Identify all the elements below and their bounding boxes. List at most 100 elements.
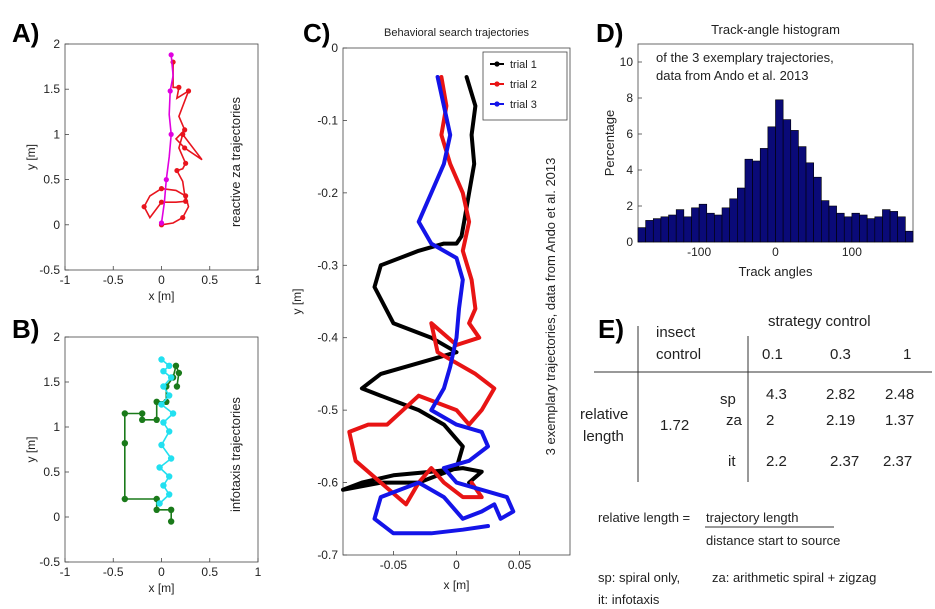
histogram-bar xyxy=(897,216,906,243)
trajectory-point xyxy=(158,401,165,408)
histogram-bar xyxy=(782,119,792,243)
trajectory-point xyxy=(166,491,173,498)
panel-label-c: C) xyxy=(303,18,330,48)
histogram-bar xyxy=(813,176,822,243)
chart-b-annotation: infotaxis trajectories xyxy=(228,397,243,512)
histogram-bar xyxy=(652,218,662,243)
chart-c-legend: trial 1 trial 2 trial 3 xyxy=(482,51,568,121)
chart-c-ytick-label: -0.7 xyxy=(317,548,338,562)
legend-it: it: infotaxis xyxy=(598,592,660,607)
trajectory-point xyxy=(185,88,192,94)
trajectory-point xyxy=(153,398,160,405)
trajectory-point xyxy=(156,464,163,471)
trajectory-point xyxy=(163,177,169,183)
trajectory-line xyxy=(160,54,174,224)
trajectory-point xyxy=(121,440,129,447)
trajectory-point xyxy=(167,455,175,462)
trajectory-point xyxy=(166,392,173,399)
cell-sp-1: 2.48 xyxy=(885,386,914,403)
trajectory-point xyxy=(180,214,186,221)
histogram-bar xyxy=(637,227,646,243)
legend-label-trial-1: trial 1 xyxy=(510,59,537,71)
chart-c-ytick-label: -0.6 xyxy=(317,476,338,490)
chart-a-xtick-label: -0.5 xyxy=(103,273,124,287)
chart-a: -1 -0.5 0 0.5 1-0.500.511.52x [m]y [m] reacti… xyxy=(24,37,262,303)
histogram-bar xyxy=(851,212,860,243)
histogram-bar xyxy=(645,220,654,243)
chart-c-xtick-label: 0.05 xyxy=(508,558,532,572)
histogram-bar xyxy=(721,207,730,243)
chart-b-ytick-label: 0 xyxy=(53,510,60,524)
chart-d-xtick-label: 0 xyxy=(772,245,779,259)
chart-d-xtick-label: -100 xyxy=(687,245,711,259)
histogram-bar xyxy=(805,162,814,243)
chart-c-ytick-label: -0.2 xyxy=(317,186,338,200)
histogram-bar xyxy=(744,158,753,243)
row-label-it: it xyxy=(728,453,736,470)
cell-za-0-3: 2.19 xyxy=(826,412,855,429)
chart-a-xtick-label: 0 xyxy=(158,273,165,287)
chart-a-ytick-label: 1 xyxy=(53,127,60,141)
chart-c-ytick-label: -0.1 xyxy=(317,113,338,127)
chart-d-annotation-line-1: of the 3 exemplary trajectories, xyxy=(656,50,834,65)
formula-lhs: relative length = xyxy=(598,510,690,525)
histogram-bar xyxy=(729,198,738,243)
histogram-bar xyxy=(660,216,669,243)
trajectory-point xyxy=(166,362,173,369)
chart-d-xlabel: Track angles xyxy=(739,264,813,279)
chart-d-annotation-line-2: data from Ando et al. 2013 xyxy=(656,68,809,83)
chart-a-xlabel: x [m] xyxy=(149,289,175,303)
chart-c-xtick-label: -0.05 xyxy=(380,558,408,572)
trajectory-point xyxy=(172,362,180,369)
trajectory-point xyxy=(166,428,173,435)
chart-c-ylabel: y [m] xyxy=(290,289,304,315)
chart-b-xlabel: x [m] xyxy=(149,581,175,595)
histogram-bar xyxy=(752,160,761,243)
histogram-bar xyxy=(828,205,837,243)
histogram-bar xyxy=(698,203,708,243)
chart-b-ytick-label: -0.5 xyxy=(39,555,60,569)
chart-a-series-1 xyxy=(158,52,174,226)
row-group-label-2: length xyxy=(583,428,624,445)
legend-marker-trial-3 xyxy=(494,101,500,107)
chart-d: -100 0 100 0 2 4 6 8 10 Track-angle histogram Trac… xyxy=(602,22,914,279)
panel-label-e: E) xyxy=(598,314,624,344)
chart-a-xtick-label: 0.5 xyxy=(201,273,218,287)
histogram-bar xyxy=(767,126,776,243)
chart-a-ytick-label: 2 xyxy=(53,37,60,51)
chart-b-series-0 xyxy=(121,362,183,525)
trajectory-point xyxy=(167,518,175,525)
histogram-bar xyxy=(836,212,845,243)
histogram-bar xyxy=(866,218,876,243)
chart-d-xtick-label: 100 xyxy=(842,245,862,259)
relative-length-table: insect control strategy control 0.1 0.3 … xyxy=(580,313,932,607)
insect-control-label-1: insect xyxy=(656,324,696,341)
cell-it-0-1: 2.2 xyxy=(766,453,787,470)
trajectory-point xyxy=(173,383,181,390)
cell-sp-0-3: 2.82 xyxy=(826,386,855,403)
trajectory-point xyxy=(139,410,146,417)
trajectory-point xyxy=(158,186,165,192)
chart-b-xtick-label: -1 xyxy=(60,565,71,579)
cell-za-1: 1.37 xyxy=(885,412,914,429)
trajectory-point xyxy=(183,198,189,204)
trajectory-point xyxy=(158,356,165,363)
trajectory-point xyxy=(139,416,146,423)
col-header-0-1: 0.1 xyxy=(762,346,783,363)
trajectory-point xyxy=(182,127,188,133)
cell-it-0-3: 2.37 xyxy=(830,453,859,470)
histogram-bar xyxy=(691,207,700,243)
trajectory-point xyxy=(167,374,175,381)
trajectory-point xyxy=(158,441,165,449)
chart-c-ytick-label: -0.3 xyxy=(317,258,338,272)
legend-za: za: arithmetic spiral + zigzag xyxy=(712,570,876,585)
chart-c-ytick-label: -0.4 xyxy=(317,331,338,345)
trajectory-point xyxy=(160,482,167,489)
trajectory-point xyxy=(158,220,165,226)
trajectory-point xyxy=(121,495,129,503)
histogram-bar xyxy=(882,209,891,243)
chart-b-series-1 xyxy=(156,356,177,507)
chart-c-title: Behavioral search trajectories xyxy=(384,27,529,39)
histogram-bar xyxy=(737,187,746,243)
